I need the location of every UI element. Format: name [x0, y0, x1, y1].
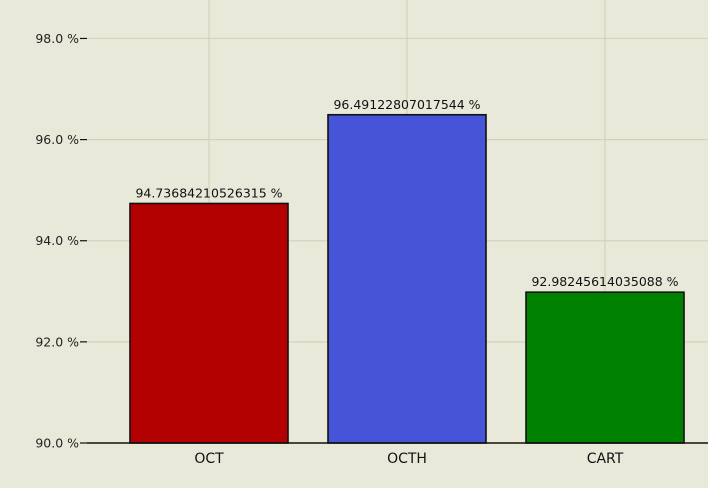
data-label-cart: 92.98245614035088 %: [531, 274, 678, 289]
x-axis-labels: OCT OCTH CART: [194, 451, 623, 467]
x-tick-label-cart: CART: [587, 451, 624, 467]
y-tick-label-2: 94.0 %: [35, 233, 79, 248]
data-labels: 94.73684210526315 % 96.49122807017544 % 92…: [135, 97, 678, 289]
data-label-oct: 94.73684210526315 %: [135, 185, 282, 200]
y-tick-label-3: 96.0 %: [35, 132, 79, 147]
bar-octh: [327, 113, 487, 444]
y-axis-ticks: 90.0 % 92.0 % 94.0 % 96.0 % 98.0 %: [35, 31, 87, 451]
bars: [129, 113, 685, 444]
y-tick-label-4: 98.0 %: [35, 31, 79, 46]
x-tick-label-octh: OCTH: [387, 451, 427, 467]
y-tick-label-1: 92.0 %: [35, 334, 79, 349]
bar-cart: [525, 291, 685, 444]
y-tick-label-0: 90.0 %: [35, 436, 79, 451]
bar-oct: [129, 202, 289, 444]
x-tick-label-oct: OCT: [194, 451, 224, 467]
data-label-octh: 96.49122807017544 %: [333, 97, 480, 112]
